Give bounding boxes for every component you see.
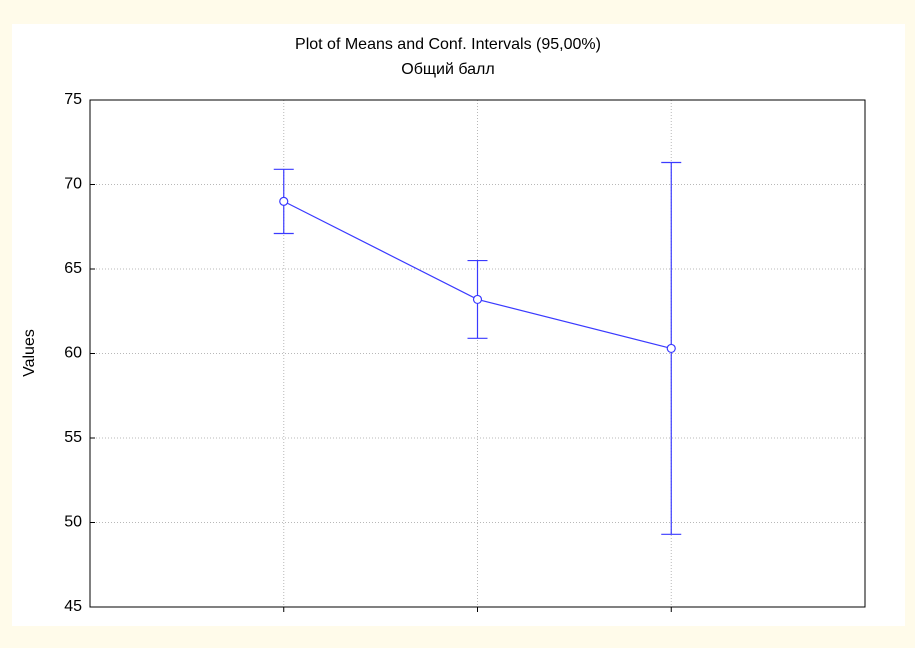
chart-panel bbox=[12, 24, 905, 626]
y-tick-label: 75 bbox=[64, 91, 82, 108]
plot-frame bbox=[89, 99, 866, 608]
y-tick-label: 65 bbox=[64, 260, 82, 277]
y-tick-label: 60 bbox=[64, 345, 82, 362]
mean-marker bbox=[472, 294, 483, 305]
y-tick-label: 70 bbox=[64, 176, 82, 193]
mean-marker bbox=[666, 343, 676, 354]
y-axis-label: Values bbox=[21, 329, 38, 377]
y-tick-label: 45 bbox=[64, 598, 82, 615]
chart-subtitle: Общий балл bbox=[401, 61, 494, 78]
y-tick-label: 55 bbox=[64, 429, 82, 446]
mean-marker bbox=[279, 196, 289, 206]
y-tick-label: 50 bbox=[64, 514, 82, 531]
chart-title: Plot of Means and Conf. Intervals (95,00… bbox=[295, 36, 601, 53]
